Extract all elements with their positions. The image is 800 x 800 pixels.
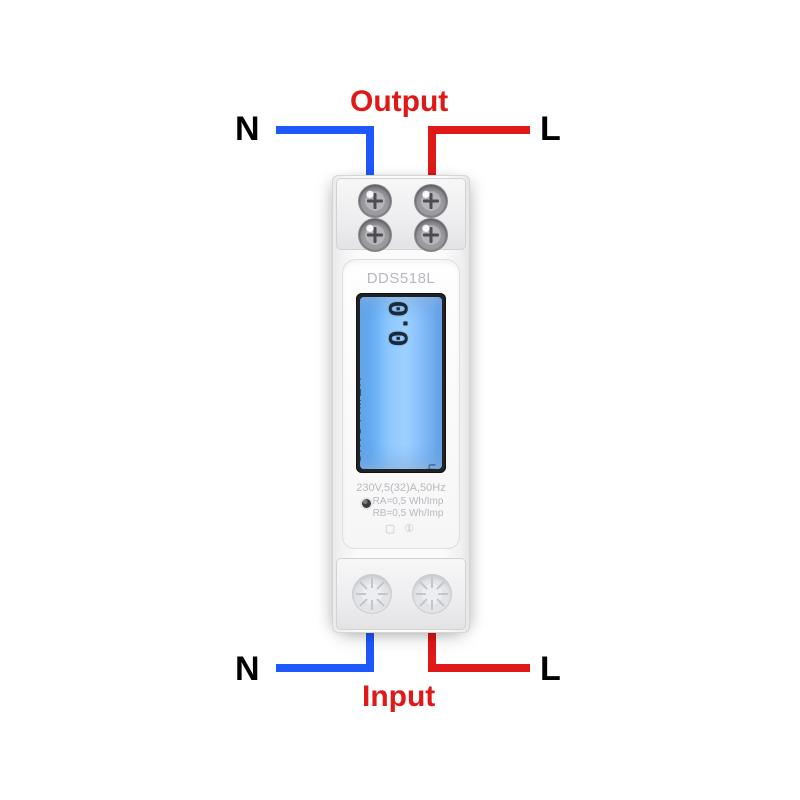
brand-label: SINOTIMER (360, 376, 364, 463)
wiring-diagram: Output N L Input N L DDS518L 0.0 kWh (0, 0, 800, 800)
lcd-reading: 0.0 (386, 302, 417, 346)
output-label: Output (350, 85, 448, 119)
vent-hole (412, 574, 452, 614)
terminal-label-L-top: L (540, 110, 561, 149)
cert-symbols: ▢ ① (342, 522, 460, 535)
input-label: Input (362, 680, 435, 714)
spec-rating: 230V,5(32)A,50Hz (342, 482, 460, 494)
wire-output-live (432, 126, 530, 134)
lcd-display: 0.0 kWh SINOTIMER (360, 297, 442, 469)
wire-input-live (428, 664, 530, 672)
terminal-label-N-bottom: N (235, 650, 260, 689)
screw-terminal (358, 184, 392, 218)
wire-output-neutral (276, 126, 374, 134)
model-number: DDS518L (342, 270, 460, 287)
vent-hole (352, 574, 392, 614)
screw-terminal (414, 184, 448, 218)
screw-terminal (358, 218, 392, 252)
spec-impulse-b: RB=0,5 Wh/Imp (342, 508, 460, 519)
meter-faceplate: DDS518L 0.0 kWh SINOTIMER 230V,5(32)A,50… (342, 259, 460, 549)
spec-impulse-a: RA=0,5 Wh/Imp (342, 496, 460, 507)
energy-meter: DDS518L 0.0 kWh SINOTIMER 230V,5(32)A,50… (332, 175, 470, 633)
terminal-label-L-bottom: L (540, 650, 561, 689)
screw-terminal (414, 218, 448, 252)
lcd-frame: 0.0 kWh SINOTIMER (356, 293, 446, 473)
terminal-block-top (336, 178, 466, 250)
lcd-unit: kWh (423, 463, 438, 469)
terminal-block-bottom (336, 558, 466, 630)
wire-input-neutral (276, 664, 374, 672)
terminal-label-N-top: N (235, 110, 260, 149)
